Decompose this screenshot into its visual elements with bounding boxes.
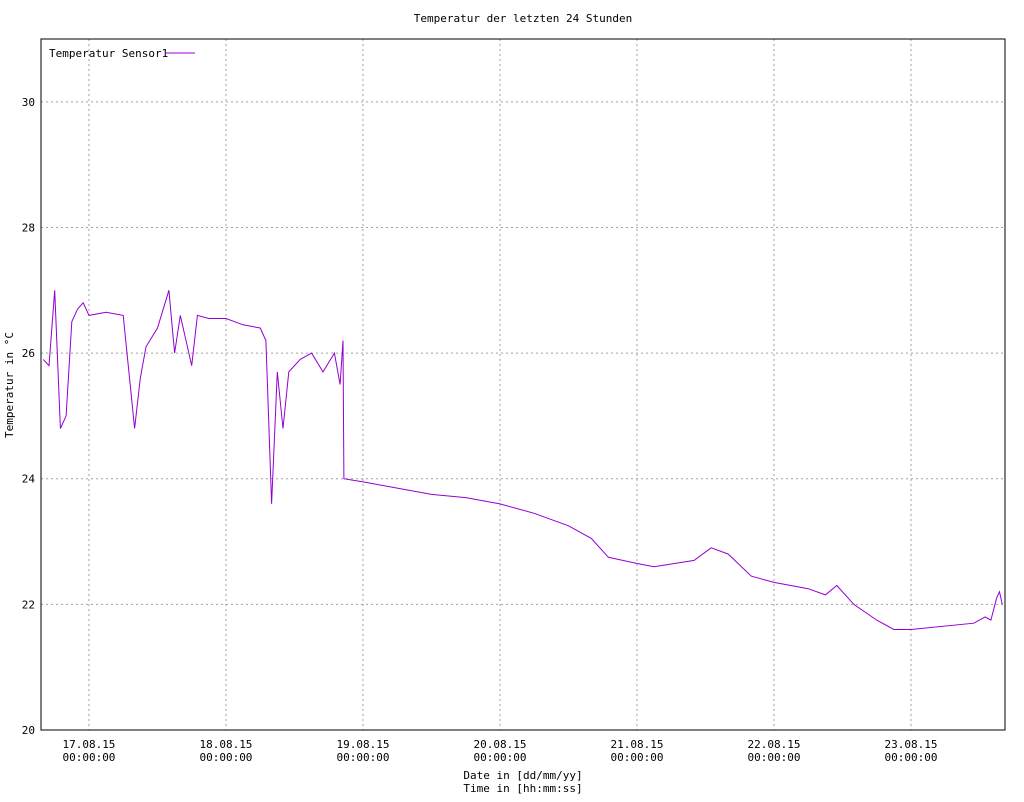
x-axis-label: Date in [dd/mm/yy] [463, 769, 582, 782]
y-tick-label: 26 [22, 347, 35, 360]
x-tick-label: 19.08.15 00:00:00 [336, 738, 389, 764]
x-tick-label: 20.08.15 00:00:00 [473, 738, 526, 764]
legend-label: Temperatur Sensor1 [49, 47, 168, 60]
x-axis-label: Time in [hh:mm:ss] [463, 782, 582, 795]
x-tick-label: 17.08.15 00:00:00 [62, 738, 115, 764]
y-tick-label: 20 [22, 724, 35, 737]
y-tick-label: 28 [22, 221, 35, 234]
y-tick-label: 22 [22, 598, 35, 611]
y-axis-label: Temperatur in °C [3, 332, 16, 438]
chart-title: Temperatur der letzten 24 Stunden [414, 12, 633, 25]
y-tick-label: 30 [22, 96, 35, 109]
x-tick-label: 22.08.15 00:00:00 [747, 738, 800, 764]
x-tick-label: 23.08.15 00:00:00 [885, 738, 938, 764]
x-tick-label: 18.08.15 00:00:00 [199, 738, 252, 764]
data-line [42, 290, 1003, 630]
x-tick-label: 21.08.15 00:00:00 [610, 738, 663, 764]
y-tick-label: 24 [22, 473, 36, 486]
plot-frame [40, 38, 1006, 731]
